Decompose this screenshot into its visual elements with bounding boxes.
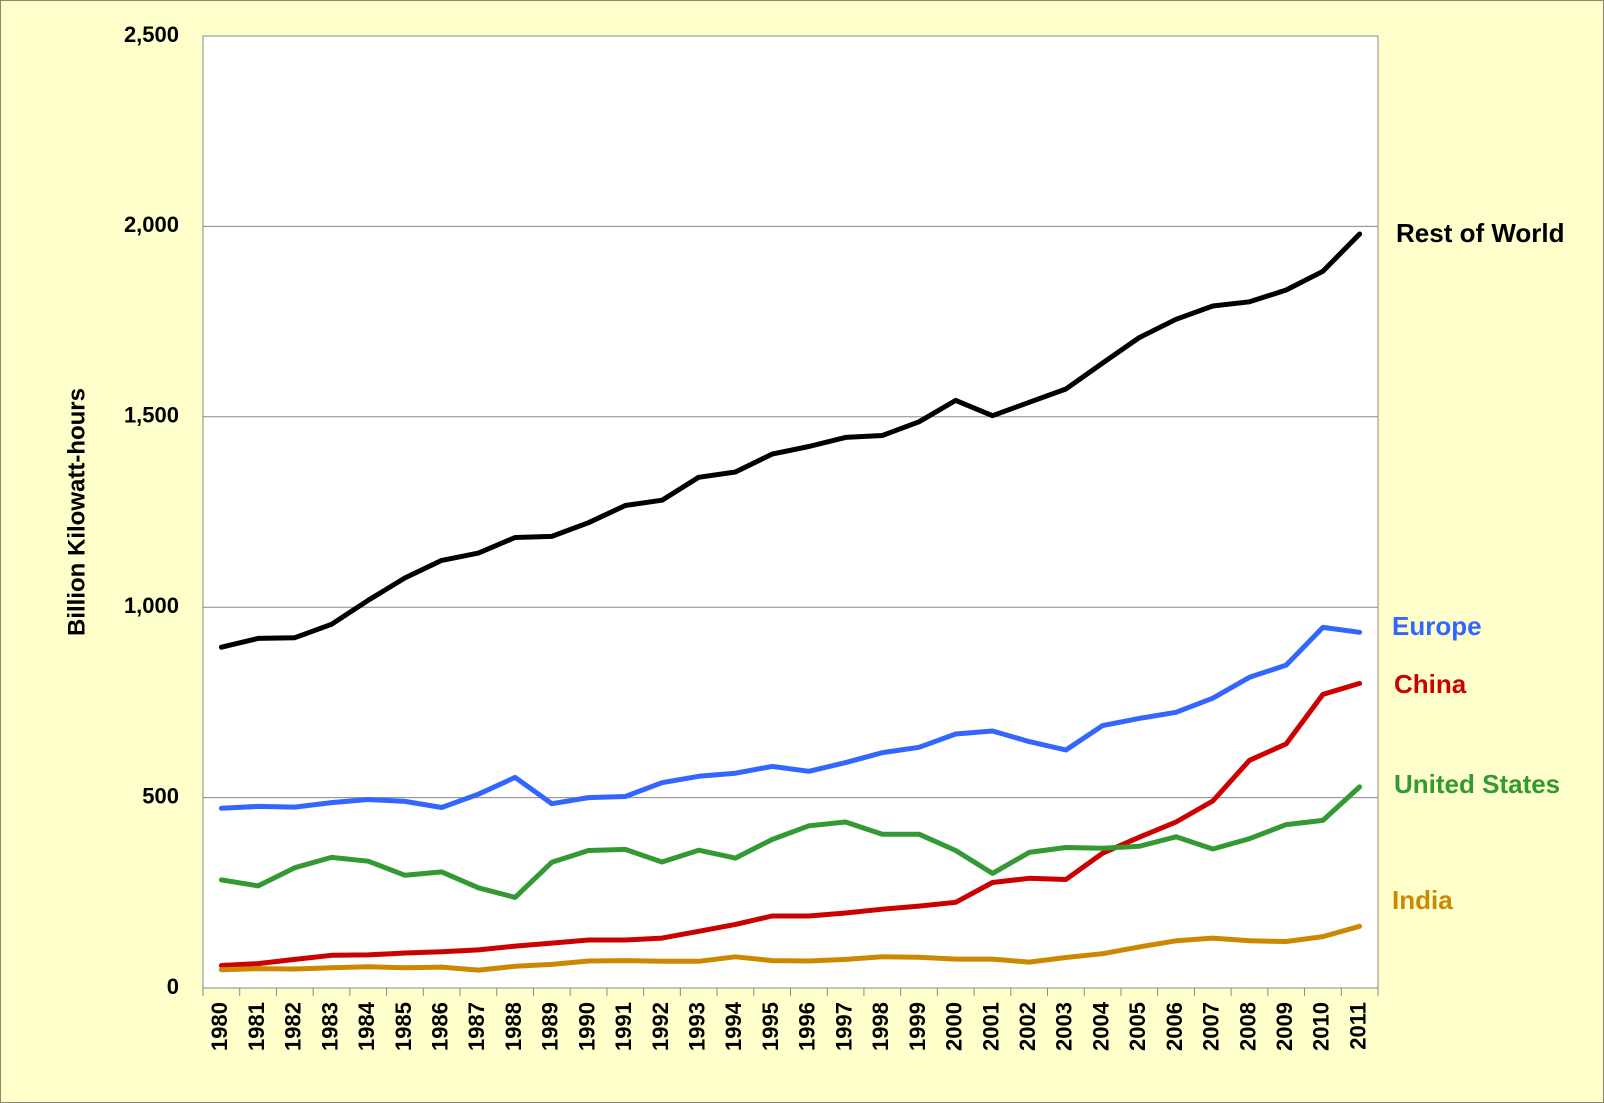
x-tick-label: 1990 [574, 1002, 599, 1051]
y-tick-label: 1,500 [124, 403, 179, 428]
x-tick-label: 1988 [501, 1002, 526, 1051]
x-tick-label: 1997 [831, 1002, 856, 1051]
x-tick-label: 1983 [317, 1002, 342, 1051]
x-axis-ticks: 1980 1981 1982 1983 1984 1985 1986 1987 1988 1989… [202, 988, 1379, 1051]
x-tick-label: 2007 [1199, 1002, 1224, 1051]
y-tick-label: 1,000 [124, 593, 179, 618]
x-tick-label: 1984 [354, 1001, 379, 1051]
x-tick-label: 2001 [978, 1002, 1003, 1051]
x-tick-label: 1981 [244, 1002, 269, 1051]
x-tick-label: 2004 [1088, 1001, 1113, 1051]
x-tick-label: 2010 [1309, 1002, 1334, 1051]
y-tick-label: 2,000 [124, 212, 179, 237]
x-tick-label: 1982 [281, 1002, 306, 1051]
series-line-united-states [218, 784, 1363, 900]
x-tick-label: 1980 [207, 1002, 232, 1051]
y-tick-label: 2,500 [124, 22, 179, 47]
x-tick-label: 2000 [942, 1002, 967, 1051]
x-tick-label: 1989 [538, 1002, 563, 1051]
series-labels: Rest of World Europe China United States Ind… [1392, 218, 1565, 915]
x-tick-label: 1995 [758, 1002, 783, 1051]
x-tick-label: 1999 [905, 1002, 930, 1051]
x-tick-label: 2009 [1272, 1002, 1297, 1051]
x-tick-label: 1993 [685, 1002, 710, 1051]
x-tick-label: 1994 [721, 1001, 746, 1051]
series-label-china: China [1394, 669, 1467, 699]
series-line-rest-of-world [218, 231, 1363, 650]
x-tick-label: 2003 [1052, 1002, 1077, 1051]
x-tick-label: 2006 [1162, 1002, 1187, 1051]
x-tick-label: 1996 [795, 1002, 820, 1051]
y-axis-label: Billion Kilowatt-hours [63, 388, 90, 636]
plot-area [202, 35, 1379, 989]
y-tick-label: 0 [167, 974, 179, 999]
x-tick-label: 2011 [1345, 1002, 1370, 1050]
x-tick-label: 1985 [391, 1002, 416, 1051]
series-label-rest-of-world: Rest of World [1396, 218, 1565, 248]
x-tick-label: 1992 [648, 1002, 673, 1051]
series-label-india: India [1392, 885, 1453, 915]
x-tick-label: 1987 [464, 1002, 489, 1051]
y-tick-label: 500 [142, 783, 179, 808]
x-tick-label: 2005 [1125, 1002, 1150, 1051]
x-tick-label: 1998 [868, 1002, 893, 1051]
series-line-europe [218, 624, 1363, 811]
series-line-india [218, 923, 1363, 973]
series-label-united-states: United States [1394, 769, 1560, 799]
series-line-china [218, 680, 1363, 968]
y-axis-ticks: 0 500 1,000 1,500 2,000 2,500 [124, 22, 179, 999]
x-tick-label: 1991 [611, 1002, 636, 1051]
x-tick-label: 2008 [1235, 1002, 1260, 1051]
gridlines [203, 225, 1378, 799]
x-tick-label: 2002 [1015, 1002, 1040, 1051]
series-label-europe: Europe [1392, 611, 1482, 641]
series-lines [218, 231, 1363, 973]
x-tick-label: 1986 [427, 1002, 452, 1051]
